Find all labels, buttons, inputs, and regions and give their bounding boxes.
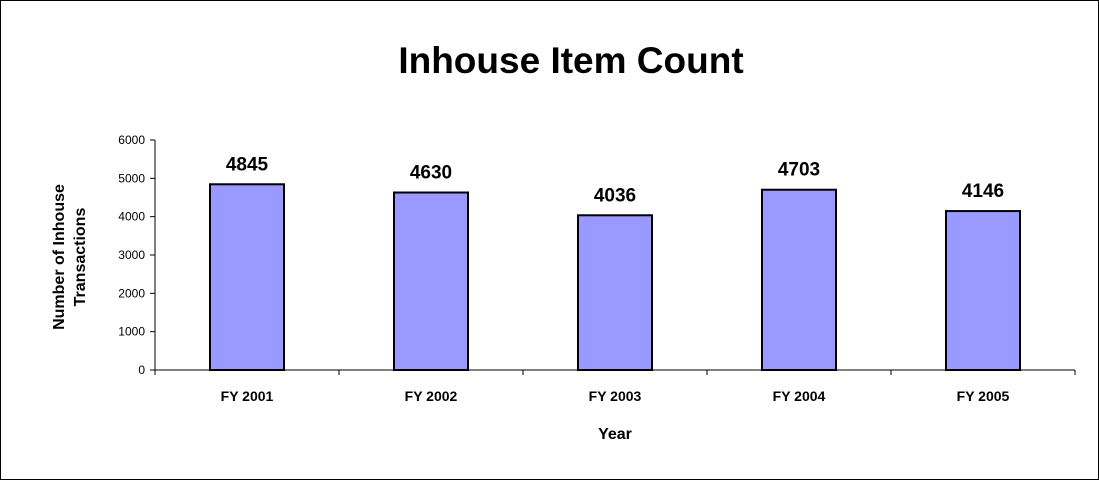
data-label: 4845 — [226, 154, 269, 175]
y-tick-label: 5000 — [118, 171, 145, 185]
y-axis-label-line-1: Number of Inhouse — [51, 184, 68, 330]
category-label: FY 2005 — [957, 388, 1010, 404]
bar-fy-2003 — [578, 215, 652, 370]
category-label: FY 2003 — [589, 388, 642, 404]
data-label: 4146 — [962, 181, 1004, 202]
category-label: FY 2002 — [405, 388, 458, 404]
y-ticks: 0 1000 2000 3000 4000 5000 6000 — [118, 133, 155, 377]
bar-fy-2005 — [946, 211, 1020, 370]
category-labels: FY 2001 FY 2002 FY 2003 FY 2004 FY 2005 — [221, 388, 1010, 404]
data-label: 4630 — [410, 163, 452, 184]
y-tick-label: 0 — [138, 363, 145, 377]
category-label: FY 2001 — [221, 388, 274, 404]
bar-fy-2001 — [210, 184, 284, 370]
bar-fy-2004 — [762, 190, 836, 370]
y-tick-label: 4000 — [118, 210, 145, 224]
y-axis-label-line-2: Transactions — [72, 208, 89, 307]
data-label: 4036 — [594, 185, 636, 206]
chart-title: Inhouse Item Count — [398, 40, 743, 81]
data-label: 4703 — [778, 160, 820, 181]
bar-fy-2002 — [394, 193, 468, 370]
y-tick-label: 2000 — [118, 286, 145, 300]
y-tick-label: 3000 — [118, 248, 145, 262]
data-labels: 4845 4630 4036 4703 4146 — [226, 154, 1004, 206]
bars — [210, 184, 1020, 370]
category-label: FY 2004 — [773, 388, 826, 404]
y-tick-label: 1000 — [118, 325, 145, 339]
x-axis-label: Year — [598, 426, 632, 443]
y-tick-label: 6000 — [118, 133, 145, 147]
